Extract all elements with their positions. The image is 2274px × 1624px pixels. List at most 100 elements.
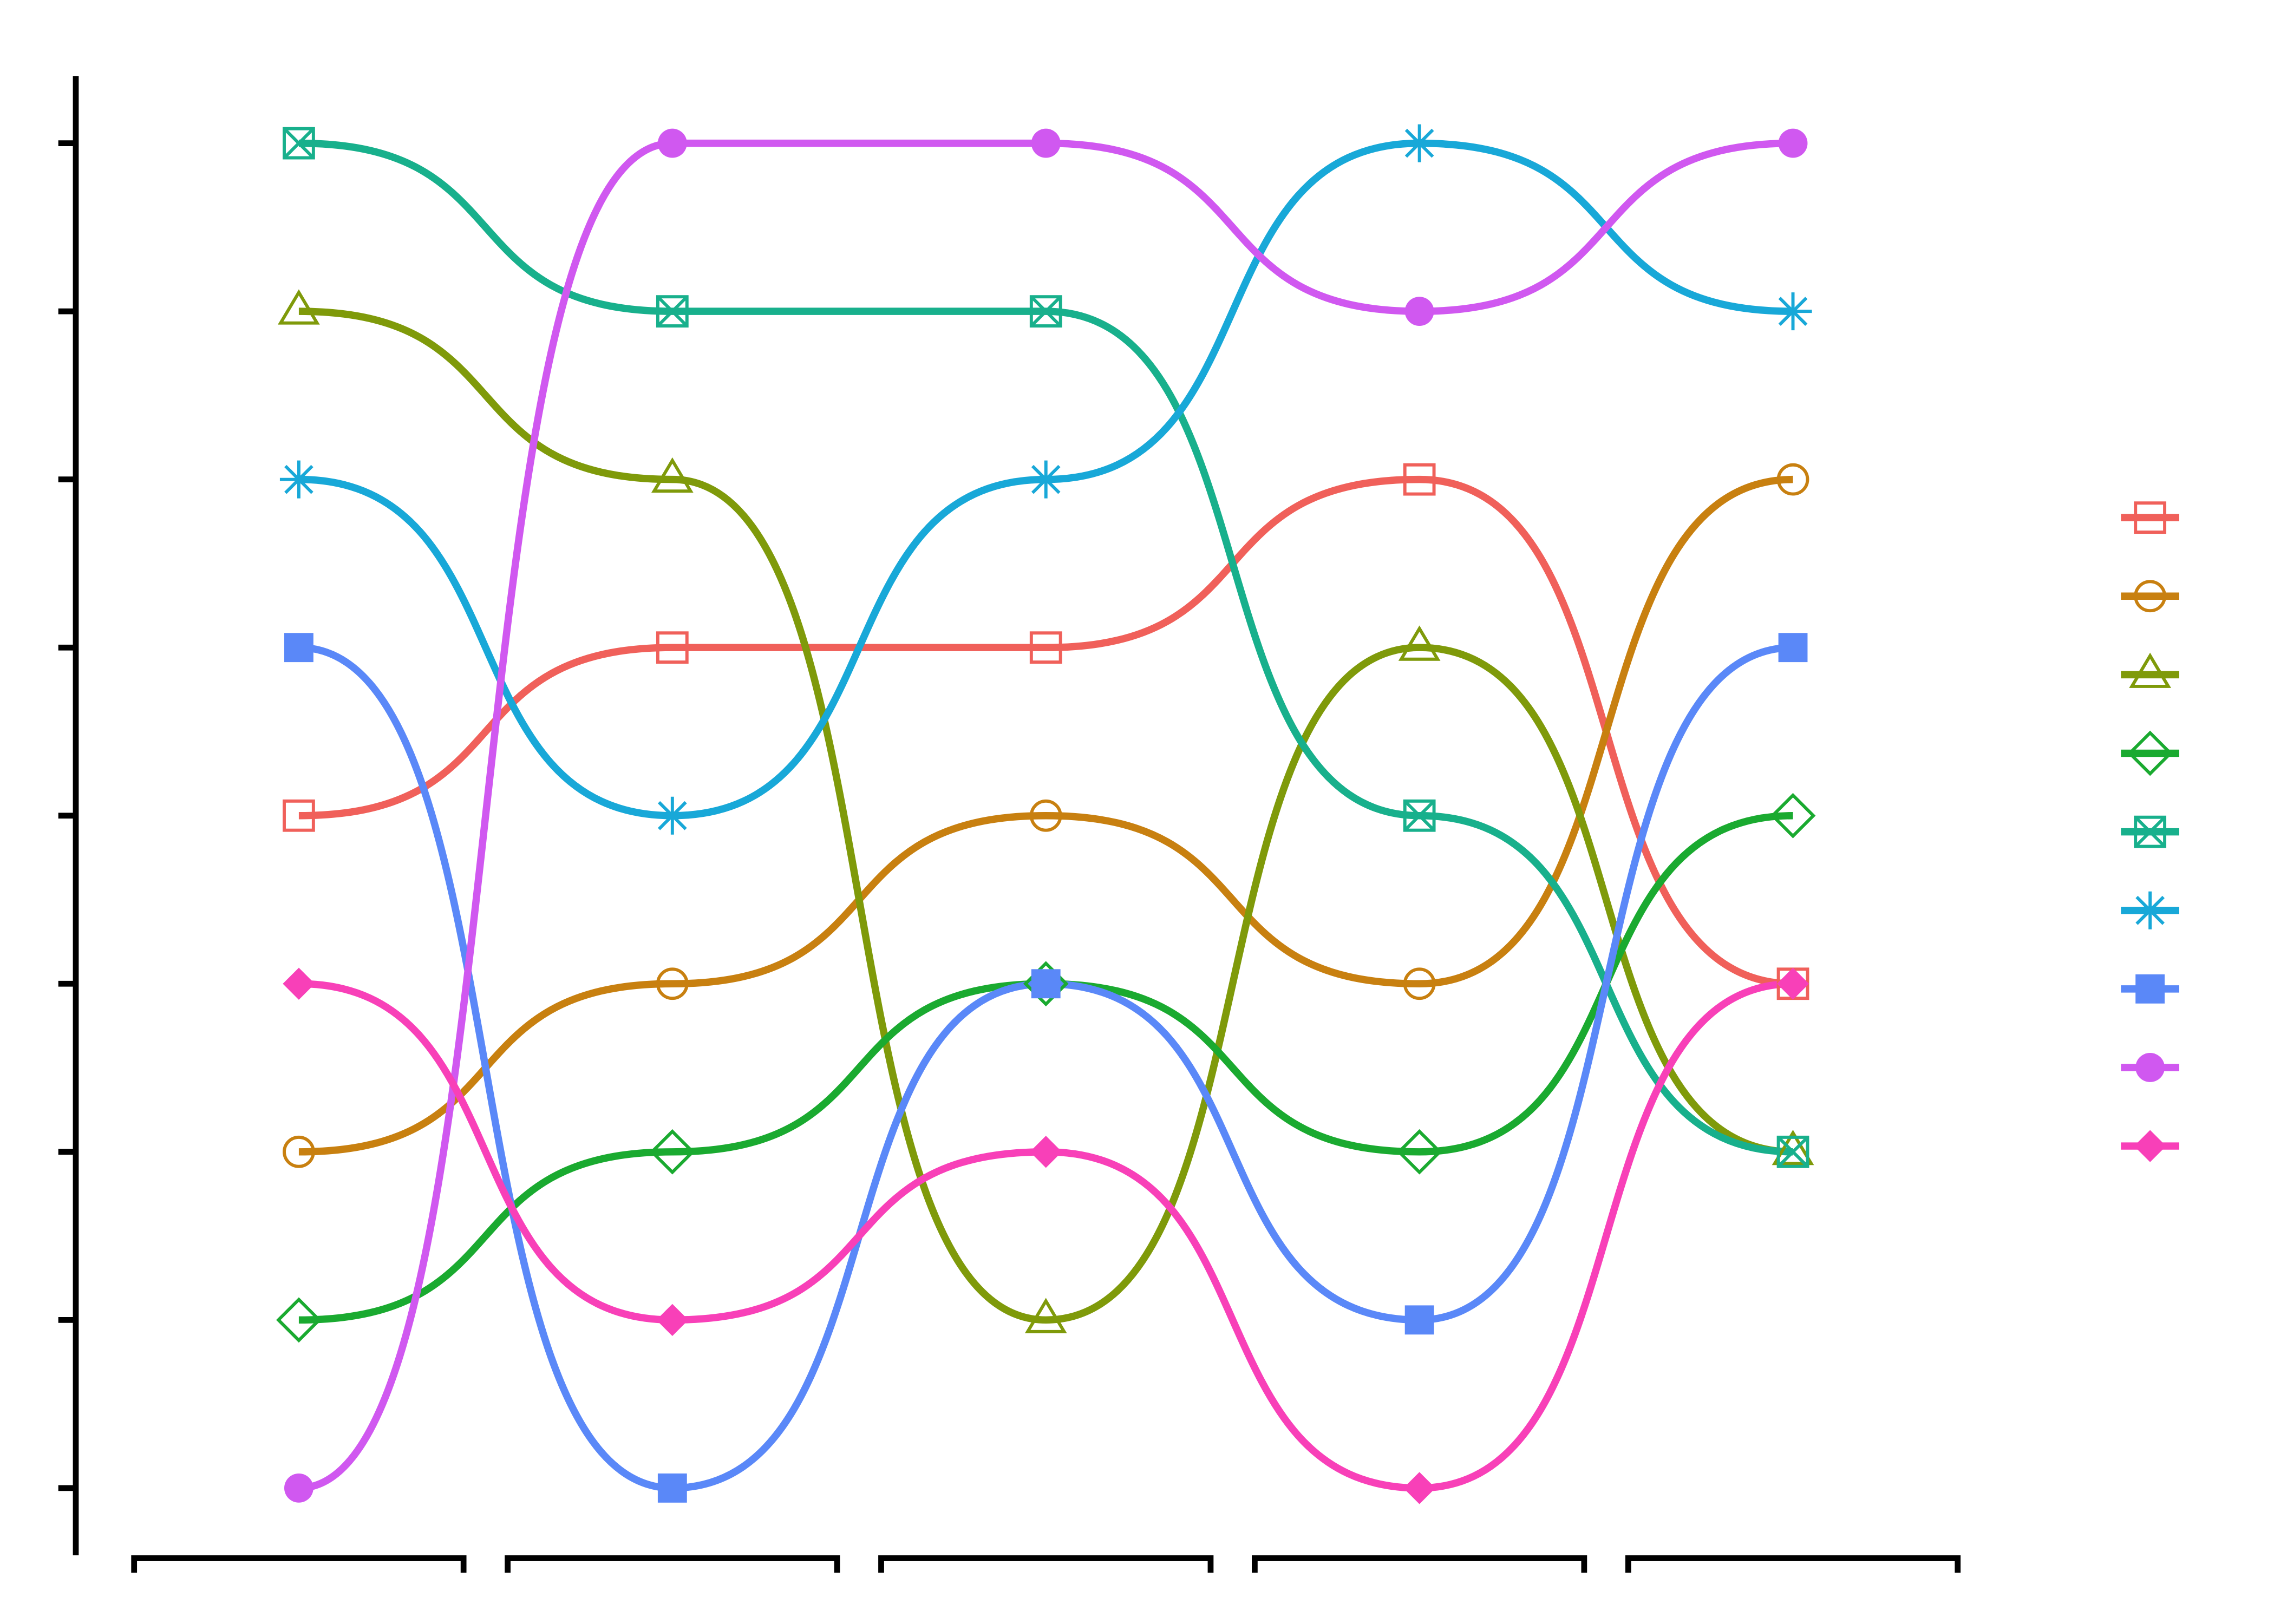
marker-shape	[1031, 969, 1061, 999]
marker	[1403, 799, 1436, 832]
marker	[1031, 969, 1061, 999]
marker-shape	[649, 1129, 695, 1175]
marker	[1031, 128, 1061, 158]
marker	[649, 1129, 695, 1175]
marker-shape	[1404, 1305, 1434, 1335]
marker-shape	[283, 967, 315, 1000]
marker	[278, 289, 320, 325]
marker-shape	[653, 796, 691, 835]
x-bracket	[1252, 1555, 1587, 1573]
marker	[284, 1473, 313, 1503]
marker-shape	[1031, 128, 1061, 158]
marker	[2134, 815, 2167, 848]
marker	[656, 1304, 689, 1336]
marker	[1029, 799, 1062, 832]
marker-shape	[1777, 1136, 1809, 1168]
marker-shape	[656, 1304, 689, 1336]
marker	[1776, 463, 1809, 496]
marker	[651, 457, 694, 493]
marker	[1403, 967, 1436, 1000]
marker-shape	[651, 457, 694, 493]
marker	[1029, 631, 1062, 664]
marker	[2135, 1053, 2165, 1082]
marker	[1398, 625, 1441, 661]
marker	[284, 633, 313, 663]
marker-shape	[2135, 1053, 2165, 1082]
marker	[1778, 128, 1808, 158]
marker-shape	[657, 1473, 687, 1503]
marker	[1404, 297, 1434, 326]
series-line	[298, 307, 1793, 1324]
marker-shape	[283, 799, 315, 832]
marker-shape	[2134, 1130, 2166, 1162]
marker	[1396, 1129, 1442, 1175]
marker-shape	[284, 633, 313, 663]
x-bracket	[505, 1555, 840, 1573]
marker-shape	[1027, 460, 1065, 499]
marker-shape	[2129, 652, 2172, 688]
marker	[283, 967, 315, 1000]
marker-shape	[1403, 463, 1436, 496]
marker-shape	[283, 1135, 315, 1168]
marker-shape	[1778, 128, 1808, 158]
marker-shape	[276, 1297, 322, 1343]
marker-shape	[1400, 124, 1439, 162]
marker-shape	[1778, 633, 1808, 663]
marker-shape	[1029, 799, 1062, 832]
marker	[1027, 460, 1065, 499]
marker-shape	[1024, 1298, 1067, 1333]
marker-shape	[2134, 816, 2166, 848]
marker	[279, 460, 318, 499]
marker-shape	[2131, 891, 2170, 929]
x-bracket	[878, 1555, 1214, 1573]
marker	[1772, 1130, 1814, 1165]
marker	[657, 128, 687, 158]
marker-shape	[1029, 295, 1062, 328]
marker	[283, 799, 315, 832]
marker	[1776, 1135, 1809, 1168]
marker-shape	[1770, 793, 1816, 839]
marker	[656, 967, 689, 1000]
marker	[1778, 633, 1808, 663]
marker	[1030, 1136, 1062, 1168]
marker	[2131, 891, 2170, 929]
marker	[283, 127, 315, 160]
marker	[1770, 793, 1816, 839]
marker-shape	[1029, 631, 1062, 664]
marker-shape	[284, 1473, 313, 1503]
marker-shape	[1774, 292, 1812, 331]
marker-shape	[2135, 974, 2165, 1004]
marker	[657, 1473, 687, 1503]
marker	[2127, 730, 2173, 776]
marker	[2134, 1130, 2166, 1162]
series-line	[298, 139, 1793, 1156]
marker	[653, 796, 691, 835]
marker-shape	[283, 127, 315, 160]
marker-shape	[2134, 815, 2167, 848]
x-bracket	[131, 1555, 467, 1573]
marker	[2134, 501, 2167, 534]
marker-shape	[1030, 296, 1062, 328]
marker-shape	[278, 289, 320, 325]
marker-shape	[2134, 501, 2167, 534]
marker-shape	[2127, 730, 2173, 776]
x-bracket	[1625, 1555, 1961, 1573]
marker-shape	[1772, 1130, 1814, 1165]
marker	[1774, 292, 1812, 331]
marker	[2129, 652, 2172, 688]
marker	[1776, 967, 1809, 1000]
series-line	[298, 475, 1793, 1156]
marker	[1403, 1472, 1436, 1504]
marker-shape	[656, 631, 689, 664]
marker-shape	[1403, 800, 1435, 831]
marker	[1403, 463, 1436, 496]
series-line	[298, 139, 1793, 1492]
marker	[1029, 295, 1062, 328]
marker	[1024, 1298, 1067, 1333]
marker-shape	[1776, 463, 1809, 496]
marker-shape	[656, 296, 688, 328]
marker	[2135, 974, 2165, 1004]
marker	[656, 295, 689, 328]
series-line	[298, 980, 1793, 1492]
